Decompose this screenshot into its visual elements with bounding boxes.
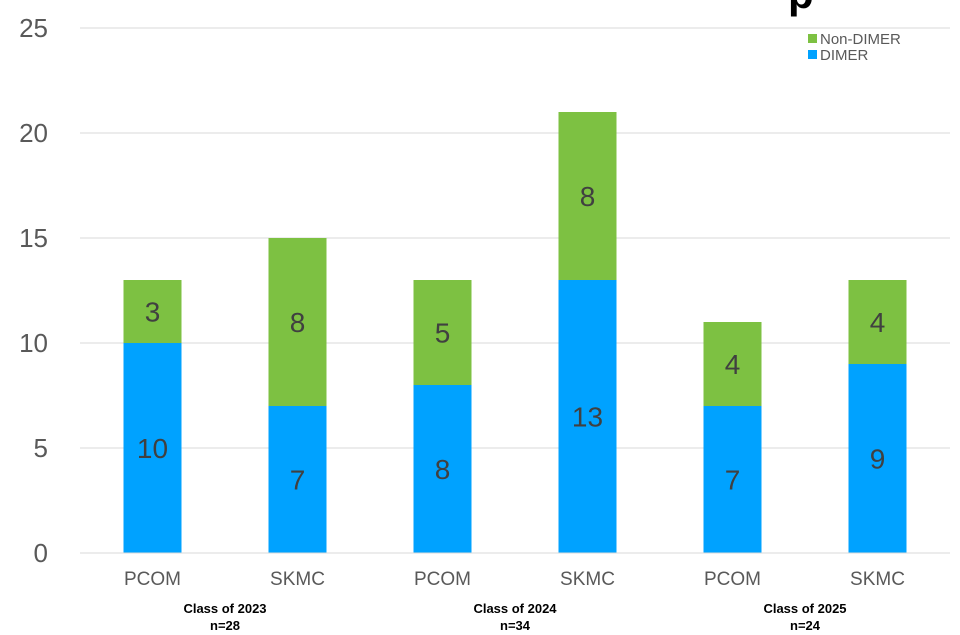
data-label: 7 (725, 465, 741, 496)
y-tick-label: 25 (19, 13, 48, 43)
gridlines (80, 27, 950, 449)
bar-segment-dimer (558, 280, 617, 553)
x-tick-label: SKMC (560, 569, 615, 590)
bar-segment-dimer (703, 406, 762, 553)
group-labels: Class of 2023 n=28 Class of 2024 n=34 Class … (183, 601, 846, 633)
category-labels: PCOM SKMC PCOM SKMC PCOM SKMC (124, 569, 905, 590)
data-label: 8 (290, 307, 306, 338)
y-tick-label: 0 (34, 538, 48, 568)
data-label: 4 (870, 307, 886, 338)
group-n-label: n=34 (500, 618, 531, 633)
data-label: 7 (290, 465, 306, 496)
legend-label: Non-DIMER (820, 31, 901, 48)
bar-segment-dimer (123, 343, 182, 553)
legend-swatch-dimer (808, 50, 817, 59)
bar-segment-non-dimer (558, 112, 617, 280)
y-tick-label: 10 (19, 328, 48, 358)
bar-segment-non-dimer (848, 280, 907, 364)
x-tick-label: PCOM (124, 569, 181, 590)
data-label: 9 (870, 444, 886, 475)
bars: 10 3 7 8 8 5 13 8 7 4 9 4 (123, 112, 907, 553)
bar-segment-non-dimer (123, 280, 182, 343)
legend-label: DIMER (820, 47, 869, 64)
bar-segment-non-dimer (703, 322, 762, 406)
bar-segment-dimer (848, 364, 907, 553)
legend-swatch-non-dimer (808, 34, 817, 43)
y-tick-label: 20 (19, 118, 48, 148)
group-label: Class of 2024 (473, 601, 557, 616)
x-tick-label: SKMC (850, 569, 905, 590)
data-label: 8 (580, 181, 596, 212)
bar-segment-non-dimer (268, 238, 327, 406)
y-tick-label: 15 (19, 223, 48, 253)
chart-title-fragment: p (788, 0, 814, 17)
data-label: 3 (145, 297, 161, 328)
data-label: 5 (435, 318, 451, 349)
group-label: Class of 2025 (763, 601, 846, 616)
data-label: 4 (725, 349, 741, 380)
group-label: Class of 2023 (183, 601, 266, 616)
group-n-label: n=28 (210, 618, 240, 633)
bar-segment-non-dimer (413, 280, 472, 385)
x-tick-label: PCOM (704, 569, 761, 590)
y-tick-label: 5 (34, 433, 48, 463)
y-axis-ticks: 0 5 10 15 20 25 (19, 13, 48, 568)
data-label: 13 (572, 402, 603, 433)
data-label: 8 (435, 454, 451, 485)
x-tick-label: SKMC (270, 569, 325, 590)
x-tick-label: PCOM (414, 569, 471, 590)
data-label: 10 (137, 433, 168, 464)
bar-segment-dimer (268, 406, 327, 553)
bar-segment-dimer (413, 385, 472, 553)
group-n-label: n=24 (790, 618, 821, 633)
